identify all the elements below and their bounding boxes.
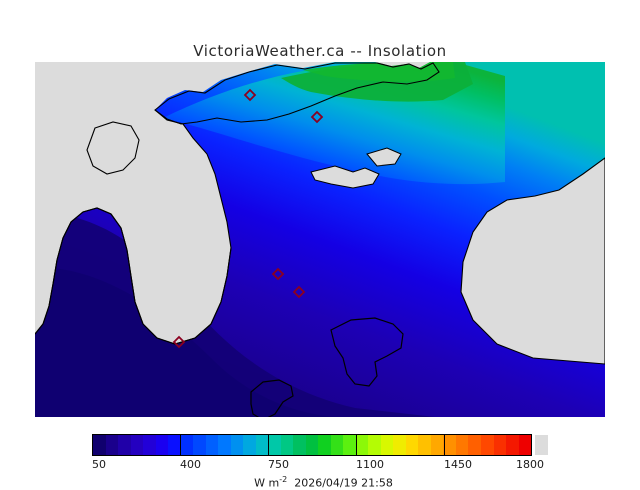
station-marker[interactable]: [271, 267, 285, 281]
coastline: [35, 109, 232, 345]
colorbar-units-and-timestamp: W m-2 2026/04/19 21:58: [0, 462, 640, 490]
units-label: W m: [254, 476, 280, 490]
colorbar-tick-2: [268, 434, 269, 456]
colorbar-band-3: [130, 435, 144, 455]
colorbar-band-31: [480, 435, 494, 455]
colorbar-band-5: [155, 435, 169, 455]
colorbar-bands: [92, 434, 532, 456]
colorbar-band-0: [93, 435, 106, 455]
insolation-map[interactable]: [35, 62, 605, 417]
colorbar[interactable]: 50 400 750 1100 1450 1800: [92, 434, 548, 471]
colorbar-band-12: [243, 435, 256, 455]
colorbar-band-34: [518, 435, 532, 455]
map-plot-area[interactable]: [35, 62, 605, 417]
colorbar-band-18: [318, 435, 331, 455]
colorbar-band-13: [255, 435, 269, 455]
colorbar-band-22: [368, 435, 381, 455]
colorbar-band-1: [105, 435, 119, 455]
colorbar-overflow-block: [535, 435, 548, 455]
station-marker[interactable]: [172, 335, 186, 349]
colorbar-band-21: [355, 435, 369, 455]
colorbar-band-27: [430, 435, 444, 455]
colorbar-band-24: [393, 435, 406, 455]
station-marker[interactable]: [243, 88, 257, 102]
land-mask: [35, 62, 605, 417]
colorbar-label-1800: 1800: [516, 458, 544, 471]
colorbar-band-15: [280, 435, 294, 455]
colorbar-band-28: [443, 435, 456, 455]
station-markers[interactable]: [172, 88, 324, 349]
station-marker[interactable]: [292, 285, 306, 299]
station-marker[interactable]: [310, 110, 324, 124]
colorbar-band-8: [193, 435, 206, 455]
colorbar-label-1450: 1450: [444, 458, 472, 471]
colorbar-label-750: 750: [268, 458, 289, 471]
colorbar-band-16: [293, 435, 306, 455]
page-title: VictoriaWeather.ca -- Insolation: [193, 42, 447, 60]
colorbar-tick-1: [180, 434, 181, 456]
colorbar-band-9: [205, 435, 219, 455]
island-outlines: [250, 317, 404, 417]
colorbar-label-400: 400: [180, 458, 201, 471]
colorbar-band-33: [506, 435, 519, 455]
colorbar-tick-4: [444, 434, 445, 456]
colorbar-band-20: [343, 435, 356, 455]
colorbar-band-19: [330, 435, 344, 455]
colorbar-band-7: [180, 435, 194, 455]
colorbar-tick-3: [356, 434, 357, 456]
colorbar-band-2: [118, 435, 131, 455]
colorbar-label-50: 50: [92, 458, 106, 471]
colorbar-band-4: [143, 435, 156, 455]
colorbar-band-17: [305, 435, 319, 455]
colorbar-band-25: [405, 435, 419, 455]
colorbar-band-11: [230, 435, 244, 455]
colorbar-label-1100: 1100: [356, 458, 384, 471]
colorbar-band-14: [268, 435, 281, 455]
colorbar-band-23: [380, 435, 394, 455]
colorbar-band-29: [455, 435, 469, 455]
colorbar-band-6: [168, 435, 181, 455]
colorbar-band-10: [218, 435, 231, 455]
colorbar-band-30: [468, 435, 481, 455]
colorbar-band-26: [418, 435, 431, 455]
colorbar-band-32: [493, 435, 507, 455]
timestamp: 2026/04/19 21:58: [294, 476, 393, 490]
